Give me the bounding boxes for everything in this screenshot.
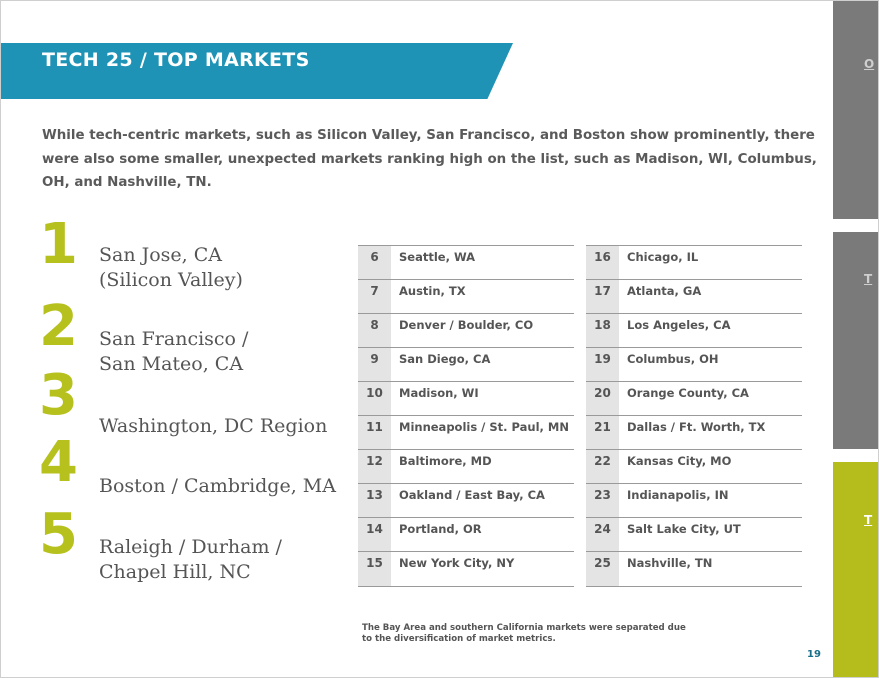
table-row: 20 Orange County, CA bbox=[586, 381, 802, 415]
table-row: 12 Baltimore, MD bbox=[358, 449, 574, 483]
market-line: (Silicon Valley) bbox=[99, 269, 243, 291]
market-line: Chapel Hill, NC bbox=[99, 561, 251, 583]
top-rank-market: Boston / Cambridge, MA bbox=[99, 474, 339, 499]
city-cell: Orange County, CA bbox=[627, 386, 749, 400]
city-cell: Chicago, IL bbox=[627, 250, 699, 264]
footnote: The Bay Area and southern California mar… bbox=[362, 623, 686, 644]
page-number: 19 bbox=[807, 649, 821, 660]
side-tab-label: T bbox=[864, 272, 873, 286]
table-row: 21 Dallas / Ft. Worth, TX bbox=[586, 415, 802, 449]
rank-cell: 8 bbox=[358, 314, 391, 347]
table-row: 25 Nashville, TN bbox=[586, 551, 802, 587]
side-tab-1[interactable]: O bbox=[833, 1, 878, 219]
city-cell: Los Angeles, CA bbox=[627, 318, 731, 332]
market-line: Raleigh / Durham / bbox=[99, 536, 282, 558]
table-row: 13 Oakland / East Bay, CA bbox=[358, 483, 574, 517]
table-row: 9 San Diego, CA bbox=[358, 347, 574, 381]
top-rank-number: 5 bbox=[39, 502, 78, 567]
top-rank-number: 3 bbox=[39, 363, 78, 428]
city-cell: San Diego, CA bbox=[399, 352, 491, 366]
city-cell: Denver / Boulder, CO bbox=[399, 318, 534, 332]
market-line: Boston / Cambridge, MA bbox=[99, 475, 336, 497]
city-cell: Minneapolis / St. Paul, MN bbox=[399, 420, 569, 434]
city-cell: Austin, TX bbox=[399, 284, 466, 298]
table-row: 15 New York City, NY bbox=[358, 551, 574, 587]
rank-cell: 23 bbox=[586, 484, 619, 517]
table-row: 22 Kansas City, MO bbox=[586, 449, 802, 483]
table-row: 17 Atlanta, GA bbox=[586, 279, 802, 313]
city-cell: Columbus, OH bbox=[627, 352, 719, 366]
rank-cell: 12 bbox=[358, 450, 391, 483]
table-row: 11 Minneapolis / St. Paul, MN bbox=[358, 415, 574, 449]
table-row: 16 Chicago, IL bbox=[586, 245, 802, 279]
rank-cell: 15 bbox=[358, 552, 391, 586]
market-line: San Francisco / bbox=[99, 328, 249, 350]
side-tab-3-active[interactable]: T bbox=[833, 462, 878, 677]
table-row: 24 Salt Lake City, UT bbox=[586, 517, 802, 551]
table-row: 6 Seattle, WA bbox=[358, 245, 574, 279]
page-title: TECH 25 / TOP MARKETS bbox=[42, 49, 310, 71]
side-tab-label: T bbox=[864, 513, 873, 527]
rank-cell: 25 bbox=[586, 552, 619, 586]
market-line: Washington, DC Region bbox=[99, 415, 328, 437]
ranking-table-6-15: 6 Seattle, WA 7 Austin, TX 8 Denver / Bould… bbox=[358, 245, 574, 587]
rank-cell: 10 bbox=[358, 382, 391, 415]
city-cell: Dallas / Ft. Worth, TX bbox=[627, 420, 766, 434]
table-row: 19 Columbus, OH bbox=[586, 347, 802, 381]
city-cell: Baltimore, MD bbox=[399, 454, 492, 468]
header-banner bbox=[1, 43, 513, 99]
rank-cell: 6 bbox=[358, 246, 391, 279]
rank-cell: 20 bbox=[586, 382, 619, 415]
rank-cell: 24 bbox=[586, 518, 619, 551]
top-rank-number: 2 bbox=[39, 294, 78, 359]
table-row: 8 Denver / Boulder, CO bbox=[358, 313, 574, 347]
top-rank-number: 1 bbox=[39, 212, 78, 277]
intro-paragraph: While tech-centric markets, such as Sili… bbox=[42, 128, 817, 190]
rank-cell: 13 bbox=[358, 484, 391, 517]
city-cell: Madison, WI bbox=[399, 386, 479, 400]
city-cell: Salt Lake City, UT bbox=[627, 522, 741, 536]
top-rank-market: San Francisco / San Mateo, CA bbox=[99, 327, 339, 377]
table-row: 14 Portland, OR bbox=[358, 517, 574, 551]
city-cell: Kansas City, MO bbox=[627, 454, 732, 468]
city-cell: Oakland / East Bay, CA bbox=[399, 488, 545, 502]
city-cell: Indianapolis, IN bbox=[627, 488, 729, 502]
city-cell: Nashville, TN bbox=[627, 556, 713, 570]
rank-cell: 9 bbox=[358, 348, 391, 381]
top-rank-market: Washington, DC Region bbox=[99, 414, 339, 439]
rank-cell: 21 bbox=[586, 416, 619, 449]
rank-cell: 22 bbox=[586, 450, 619, 483]
rank-cell: 17 bbox=[586, 280, 619, 313]
city-cell: Portland, OR bbox=[399, 522, 482, 536]
side-tab-label: O bbox=[864, 57, 875, 71]
table-row: 18 Los Angeles, CA bbox=[586, 313, 802, 347]
top-rank-number: 4 bbox=[39, 430, 78, 495]
table-row: 7 Austin, TX bbox=[358, 279, 574, 313]
rank-cell: 19 bbox=[586, 348, 619, 381]
top-rank-market: Raleigh / Durham / Chapel Hill, NC bbox=[99, 535, 339, 585]
side-tab-2[interactable]: T bbox=[833, 232, 878, 449]
city-cell: Atlanta, GA bbox=[627, 284, 702, 298]
ranking-table-16-25: 16 Chicago, IL 17 Atlanta, GA 18 Los Angele… bbox=[586, 245, 802, 587]
table-row: 10 Madison, WI bbox=[358, 381, 574, 415]
rank-cell: 18 bbox=[586, 314, 619, 347]
market-line: San Mateo, CA bbox=[99, 353, 244, 375]
city-cell: New York City, NY bbox=[399, 556, 515, 570]
rank-cell: 7 bbox=[358, 280, 391, 313]
rank-cell: 11 bbox=[358, 416, 391, 449]
table-row: 23 Indianapolis, IN bbox=[586, 483, 802, 517]
rank-cell: 14 bbox=[358, 518, 391, 551]
city-cell: Seattle, WA bbox=[399, 250, 476, 264]
rank-cell: 16 bbox=[586, 246, 619, 279]
top-rank-market: San Jose, CA (Silicon Valley) bbox=[99, 243, 339, 293]
market-line: San Jose, CA bbox=[99, 244, 223, 266]
